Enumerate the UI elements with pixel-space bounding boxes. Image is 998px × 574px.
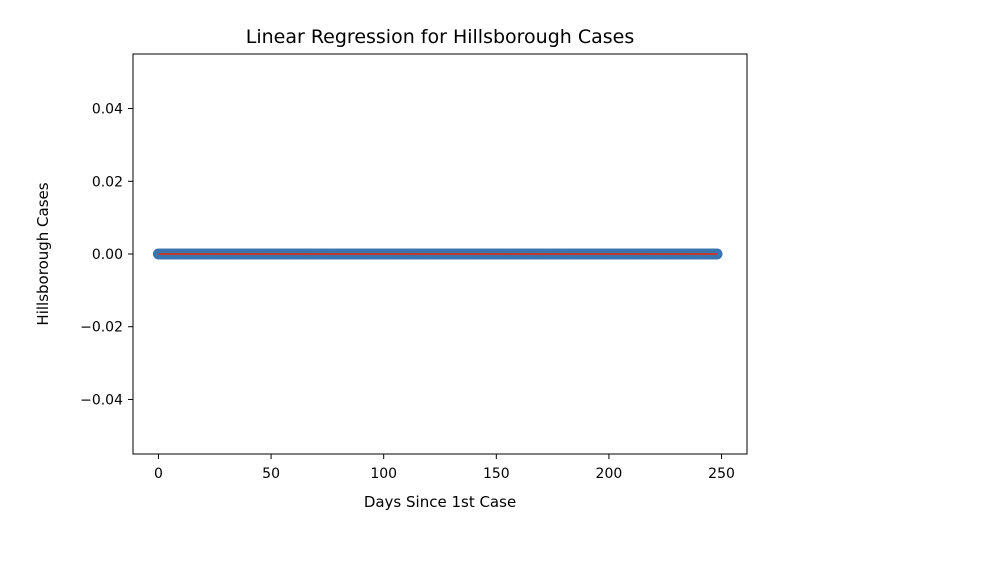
y-axis-label: Hillsborough Cases: [34, 182, 52, 325]
x-tick-label: 250: [708, 466, 735, 482]
y-tick-label: 0.02: [92, 174, 123, 190]
x-tick-label: 50: [262, 466, 280, 482]
y-tick-label: 0.00: [92, 247, 123, 263]
y-tick-label: −0.02: [80, 320, 123, 336]
y-tick-label: 0.04: [92, 102, 123, 118]
chart-title: Linear Regression for Hillsborough Cases: [246, 26, 635, 48]
x-axis-label: Days Since 1st Case: [364, 493, 516, 511]
x-tick-label: 0: [154, 466, 163, 482]
y-tick-label: −0.04: [80, 392, 123, 408]
x-tick-label: 200: [596, 466, 623, 482]
x-axis-ticks: 0 50 100 150 200 250: [154, 454, 735, 482]
y-axis-ticks: 0.04 0.02 0.00 −0.02 −0.04: [80, 102, 133, 408]
x-tick-label: 150: [483, 466, 510, 482]
x-tick-label: 100: [370, 466, 397, 482]
